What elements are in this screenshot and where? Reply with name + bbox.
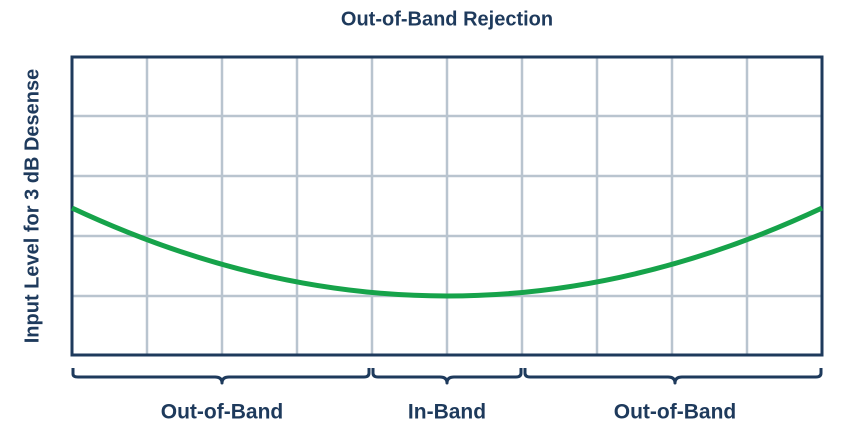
bracket (523, 368, 823, 385)
y-axis-label: Input Level for 3 dB Desense (21, 69, 43, 344)
chart-title: Out-of-Band Rejection (341, 8, 553, 30)
bracket (371, 368, 523, 385)
band-label: Out-of-Band (161, 401, 283, 424)
band-label: In-Band (408, 401, 486, 424)
response-curve (70, 205, 824, 299)
band-label: Out-of-Band (614, 401, 736, 424)
grid (72, 57, 822, 355)
plot-frame (70, 55, 824, 357)
bracket (71, 368, 371, 385)
